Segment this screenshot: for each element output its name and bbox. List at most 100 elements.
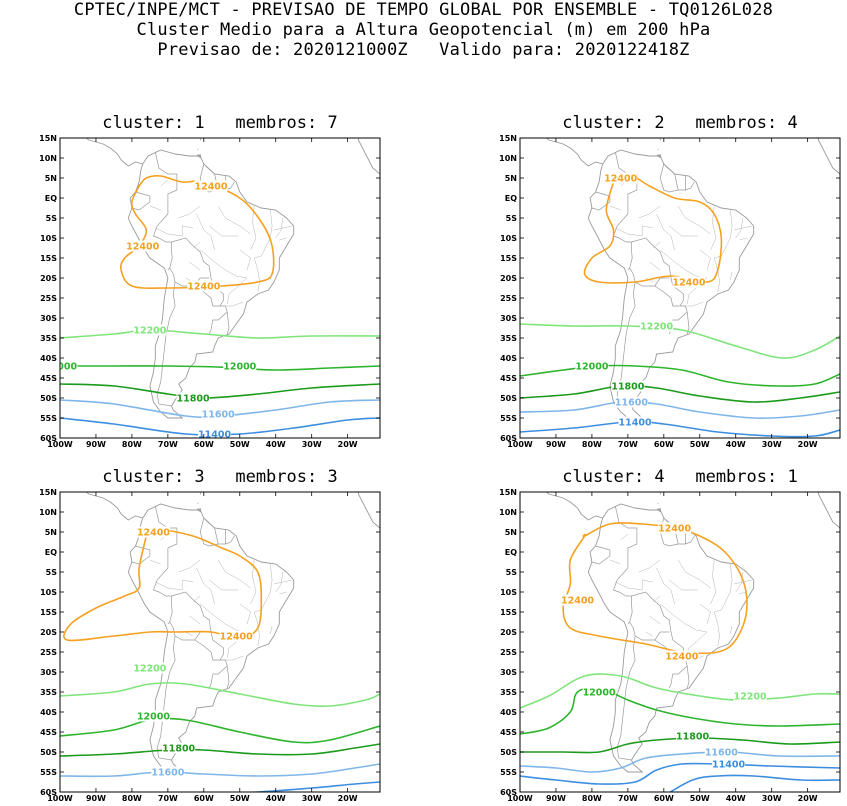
lon-tick-label: 30W (302, 794, 322, 803)
lat-tick-label: 20S (40, 274, 57, 283)
lat-tick-label: 20S (40, 628, 57, 637)
contour-label: 12400 (126, 242, 159, 253)
map-layer: 12400 12400 12400 12200 000 12000 11800 11600 11… (57, 138, 380, 441)
lon-tick-label: 70W (158, 440, 178, 449)
lat-tick-label: 40S (500, 354, 517, 363)
contour-label: 12400 (220, 632, 253, 643)
lat-tick-label: 5N (505, 174, 517, 183)
lat-tick-label: 60S (500, 788, 517, 797)
contour-11800 (520, 384, 840, 403)
contour-label: 12000 (575, 362, 608, 373)
contour-12000 (60, 365, 380, 371)
contour-11800 (60, 743, 380, 757)
lon-tick-label: 80W (582, 794, 602, 803)
lat-tick-label: 45S (40, 374, 57, 383)
lon-tick-label: 50W (230, 440, 250, 449)
coastline (85, 492, 380, 773)
lon-tick-label: 40W (266, 794, 286, 803)
map-layer: 12400 12400 12200 12000 11800 11600 (60, 492, 380, 792)
lat-tick-label: 50S (500, 748, 517, 757)
lat-tick-label: 45S (500, 374, 517, 383)
contour-12000 (60, 717, 380, 744)
header-line-1: CPTEC/INPE/MCT - PREVISAO DE TEMPO GLOBA… (73, 0, 774, 20)
lat-tick-label: 60S (500, 434, 517, 443)
lon-tick-label: 60W (654, 794, 674, 803)
lat-tick-label: 55S (500, 414, 517, 423)
lat-tick-label: 40S (40, 354, 57, 363)
lat-tick-label: 5N (505, 528, 517, 537)
lat-tick-label: EQ (505, 194, 517, 203)
lon-tick-label: 50W (690, 794, 710, 803)
lat-tick-label: 15S (500, 608, 517, 617)
contour-12200 (520, 323, 840, 359)
map-frame (519, 137, 841, 439)
contour-label: 12400 (187, 282, 220, 293)
contour-label: 000 (57, 362, 77, 373)
contour-label: 12000 (223, 362, 256, 373)
contour-label: 11800 (162, 744, 195, 755)
lat-tick-label: 15N (39, 488, 57, 497)
contour-12000 (520, 364, 840, 387)
contour-label: 12400 (604, 174, 637, 185)
map-frame (59, 491, 381, 793)
lat-tick-label: 15N (499, 134, 517, 143)
contour-label: 11400 (198, 430, 231, 441)
lat-tick-label: 20S (500, 628, 517, 637)
contour-label: 12200 (640, 322, 673, 333)
lat-tick-label: 10S (500, 234, 517, 243)
map-panel-3: 12400 12400 12200 12000 11800 11600 15N 10N 5N EQ… (39, 488, 381, 803)
lat-tick-label: 50S (40, 748, 57, 757)
contour-label: 12400 (561, 596, 594, 607)
contour-label: 12200 (133, 664, 166, 675)
lat-tick-label: EQ (45, 194, 57, 203)
lat-tick-label: EQ (45, 548, 57, 557)
contour-12000 (520, 686, 840, 735)
lon-tick-label: 80W (122, 794, 142, 803)
lat-tick-label: 45S (500, 728, 517, 737)
lon-tick-label: 40W (726, 440, 746, 449)
panel-title: cluster: 4 membros: 1 (562, 467, 798, 487)
lat-tick-label: 50S (500, 394, 517, 403)
lat-tick-label: 30S (500, 314, 517, 323)
lat-tick-label: 5S (506, 214, 518, 223)
contour-11400 (520, 420, 840, 438)
lon-tick-label: 30W (302, 440, 322, 449)
lon-tick-label: 60W (654, 440, 674, 449)
lat-tick-label: 25S (40, 648, 57, 657)
lat-tick-label: 15S (40, 254, 57, 263)
lat-tick-label: 30S (500, 668, 517, 677)
contour-12200 (520, 673, 840, 709)
map-panel-1: 12400 12400 12400 12200 000 12000 11800 11600 11… (39, 134, 381, 449)
lon-tick-label: 20W (798, 440, 818, 449)
panel-title: cluster: 3 membros: 3 (102, 467, 338, 487)
lat-tick-label: 40S (40, 708, 57, 717)
lat-tick-label: 10N (499, 154, 517, 163)
lat-tick-label: 45S (40, 728, 57, 737)
lat-tick-label: 35S (40, 334, 57, 343)
contour-11400 (520, 762, 840, 785)
contour-label: 12400 (137, 528, 170, 539)
contour-11800 (60, 383, 380, 399)
contour-11600 (520, 400, 840, 419)
contour-label: 11600 (705, 748, 738, 759)
lon-tick-label: 70W (618, 794, 638, 803)
lon-tick-label: 90W (546, 440, 566, 449)
lon-tick-label: 100W (507, 794, 533, 803)
lat-tick-label: 10S (40, 234, 57, 243)
header-line-3: Previsao de: 2020121000Z Valido para: 20… (157, 40, 690, 60)
lon-tick-label: 90W (86, 440, 106, 449)
coastline (85, 138, 380, 419)
lon-tick-label: 70W (618, 440, 638, 449)
contour-12400 (63, 529, 263, 642)
contour-11600 (60, 763, 380, 778)
lon-tick-label: 30W (762, 440, 782, 449)
lat-tick-label: 50S (40, 394, 57, 403)
lat-tick-label: 35S (40, 688, 57, 697)
lon-tick-label: 80W (122, 440, 142, 449)
contour-label: 11400 (712, 760, 745, 771)
lat-tick-label: 60S (40, 434, 57, 443)
lat-tick-label: 15N (499, 488, 517, 497)
panel-title: cluster: 1 membros: 7 (102, 113, 338, 133)
